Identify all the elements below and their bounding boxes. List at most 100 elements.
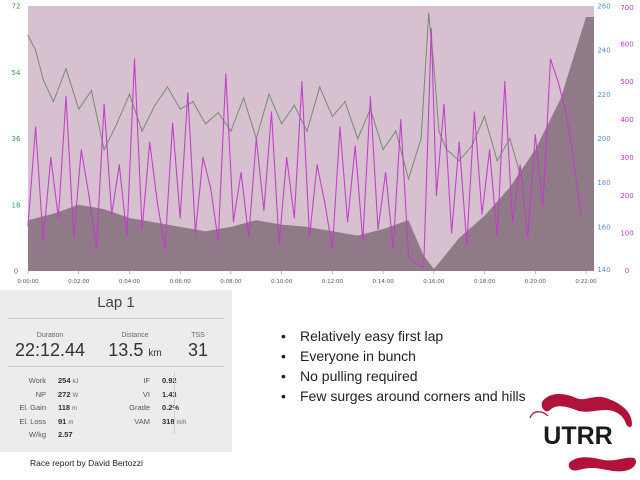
bullet-list: • Relatively easy first lap • Everyone in … xyxy=(280,326,526,406)
logo-swoosh-top xyxy=(541,394,632,427)
data-point xyxy=(509,137,511,140)
data-point xyxy=(542,206,544,208)
metric-row: W/kg 2.57 xyxy=(6,428,73,441)
data-point xyxy=(377,228,379,230)
metric-value: 2.57 xyxy=(58,430,73,439)
data-point xyxy=(281,123,283,125)
data-point xyxy=(202,156,204,159)
data-point xyxy=(57,217,60,219)
data-point xyxy=(141,228,143,230)
metric-label: VAM xyxy=(134,416,150,426)
x-tick-label: 0:06:00 xyxy=(170,279,192,285)
data-point xyxy=(116,123,118,125)
bullet-text: Relatively easy first lap xyxy=(300,328,444,344)
data-point xyxy=(450,232,453,234)
data-point xyxy=(255,137,257,140)
data-point xyxy=(458,159,460,162)
data-point xyxy=(385,171,387,174)
metric-unit: m/h xyxy=(176,419,187,426)
bullet-item: • No pulling required xyxy=(280,366,526,386)
data-point xyxy=(232,221,235,223)
data-point xyxy=(438,130,440,132)
duration-stat: Duration 22:12.44 xyxy=(8,332,92,361)
metric-value: 272 W xyxy=(58,389,79,399)
data-point xyxy=(204,123,207,125)
metric-label: VI xyxy=(142,389,150,399)
y-tick-label-left: 54 xyxy=(12,69,21,77)
metric-row: El. Loss 91 m xyxy=(6,415,73,428)
data-point xyxy=(395,130,397,132)
metric-label: Grade xyxy=(129,403,150,412)
data-point xyxy=(217,240,219,242)
data-point xyxy=(301,81,303,83)
y-tick-label-right-2: 0 xyxy=(625,267,629,275)
metric-value: 91 m xyxy=(58,416,74,426)
data-point xyxy=(50,156,52,159)
y-tick-label-right-2: 600 xyxy=(620,40,633,48)
ride-chart: 0 18 36 54 72 140 160 180 200 220 240 260 0 100 200 300… xyxy=(11,2,634,285)
data-point xyxy=(433,64,435,66)
data-point xyxy=(270,111,273,113)
duration-label: Duration xyxy=(36,332,64,339)
data-point xyxy=(392,247,394,249)
metric-value: 0.2% xyxy=(162,403,180,412)
bullet-text: Few surges around corners and hills xyxy=(300,388,526,404)
data-point xyxy=(339,126,341,128)
bullet-item: • Everyone in bunch xyxy=(280,346,526,366)
data-point xyxy=(128,93,131,95)
data-point xyxy=(423,266,425,268)
data-point xyxy=(65,96,67,98)
y-tick-label-right-1: 260 xyxy=(597,3,610,11)
data-point xyxy=(90,90,93,92)
x-tick-label: 0:12:00 xyxy=(322,279,344,285)
metric-label: NP xyxy=(35,389,46,399)
data-point xyxy=(344,101,346,103)
data-point xyxy=(357,137,359,140)
y-tick-label-right-1: 180 xyxy=(597,179,610,187)
data-point xyxy=(88,194,90,196)
bullet-icon: • xyxy=(281,388,286,404)
y-tick-label-right-2: 300 xyxy=(620,154,633,162)
power-line xyxy=(27,28,582,269)
data-point xyxy=(242,97,245,99)
metric-row: NP 272 W xyxy=(6,388,79,401)
y-tick-label-right-1: 220 xyxy=(597,91,610,99)
report-caption: Race report by David Bertozzi xyxy=(30,458,143,468)
metric-row: VAM 318 m/h xyxy=(0,415,187,428)
metric-label: El. Loss xyxy=(19,416,46,426)
data-point xyxy=(316,164,318,166)
data-point xyxy=(473,111,475,113)
data-point xyxy=(331,247,333,249)
data-point xyxy=(80,149,82,151)
data-point xyxy=(306,130,308,132)
data-point xyxy=(27,224,29,227)
metric-separator xyxy=(174,372,175,434)
distance-unit: km xyxy=(148,348,162,359)
data-point xyxy=(483,115,486,118)
metric-unit: m xyxy=(68,419,74,426)
data-point xyxy=(382,148,384,151)
data-point xyxy=(407,178,410,180)
data-point xyxy=(111,213,113,215)
data-point xyxy=(420,137,422,140)
elevation-area xyxy=(28,17,594,271)
tss-stat: TSS 31 xyxy=(176,332,220,361)
x-tick-label: 0:10:00 xyxy=(271,279,293,285)
data-point xyxy=(78,108,80,110)
data-point xyxy=(126,236,128,238)
data-point xyxy=(278,243,280,246)
data-point xyxy=(443,103,445,106)
data-point xyxy=(133,58,136,60)
metric-unit: kJ xyxy=(72,379,79,385)
data-point xyxy=(415,262,417,265)
x-tick-label: 0:20:00 xyxy=(525,279,547,285)
metric-label: IF xyxy=(143,376,150,385)
duration-value: 22:12.44 xyxy=(14,340,86,360)
logo-outline xyxy=(529,411,549,419)
metric-row: Grade 0.2% xyxy=(0,401,179,414)
y-tick-label-right-2: 200 xyxy=(620,192,633,200)
data-point xyxy=(549,58,552,60)
logo-text: UTRR xyxy=(543,422,612,450)
data-point xyxy=(407,255,410,257)
data-point xyxy=(496,159,498,162)
